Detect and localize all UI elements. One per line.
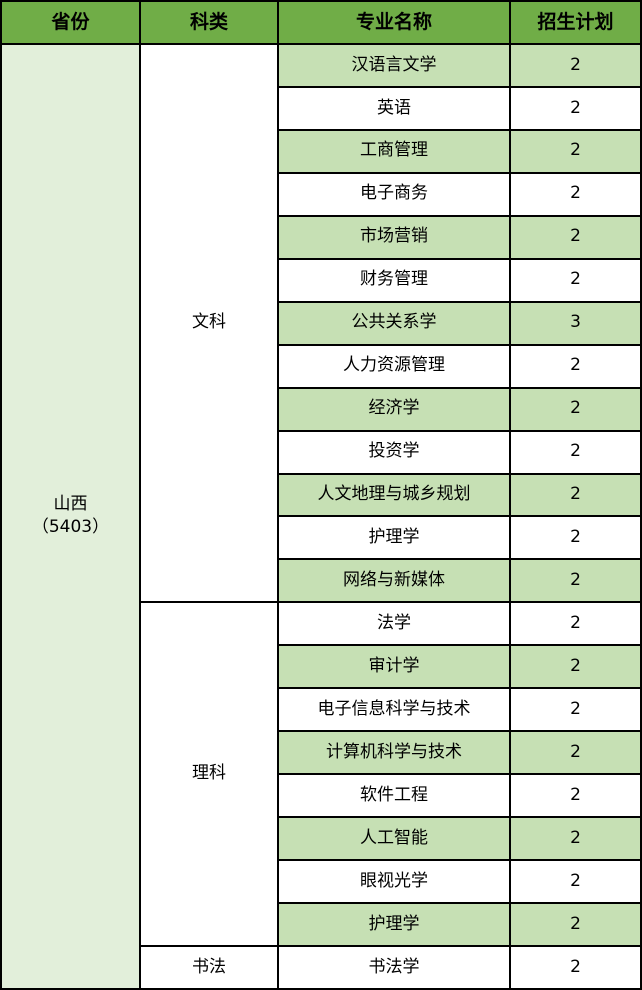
plan-cell: 2 — [511, 947, 640, 988]
category-cell: 理科 — [141, 603, 277, 946]
category-cell: 书法 — [141, 947, 277, 988]
major-cell: 软件工程 — [279, 775, 509, 817]
plan-cell: 2 — [511, 259, 640, 301]
major-cell: 计算机科学与技术 — [279, 732, 509, 774]
header-province: 省份 — [2, 2, 139, 43]
plan-cell: 2 — [511, 517, 640, 559]
plan-cell: 2 — [511, 173, 640, 215]
province-name: 山西 — [53, 493, 88, 514]
plan-cell: 2 — [511, 87, 640, 129]
major-cell: 公共关系学 — [279, 302, 509, 344]
plan-cell: 2 — [511, 861, 640, 903]
major-cell: 法学 — [279, 603, 509, 645]
major-cell: 电子信息科学与技术 — [279, 689, 509, 731]
major-cell: 网络与新媒体 — [279, 560, 509, 602]
plan-cell: 2 — [511, 603, 640, 645]
plan-cell: 2 — [511, 45, 640, 86]
major-cell: 英语 — [279, 87, 509, 129]
plan-cell: 2 — [511, 732, 640, 774]
plan-cell: 2 — [511, 775, 640, 817]
plan-cell: 2 — [511, 345, 640, 387]
plan-cell: 2 — [511, 689, 640, 731]
major-cell: 工商管理 — [279, 130, 509, 172]
plan-cell: 2 — [511, 130, 640, 172]
category-cell: 文科 — [141, 45, 277, 602]
plan-cell: 2 — [511, 216, 640, 258]
major-cell: 眼视光学 — [279, 861, 509, 903]
major-cell: 护理学 — [279, 517, 509, 559]
major-cell: 人力资源管理 — [279, 345, 509, 387]
plan-cell: 2 — [511, 474, 640, 516]
plan-cell: 2 — [511, 818, 640, 860]
plan-cell: 2 — [511, 388, 640, 430]
plan-cell: 3 — [511, 302, 640, 344]
major-cell: 书法学 — [279, 947, 509, 988]
major-cell: 人工智能 — [279, 818, 509, 860]
plan-cell: 2 — [511, 646, 640, 688]
major-cell: 人文地理与城乡规划 — [279, 474, 509, 516]
header-plan: 招生计划 — [511, 2, 640, 43]
major-cell: 投资学 — [279, 431, 509, 473]
major-cell: 汉语言文学 — [279, 45, 509, 86]
major-cell: 财务管理 — [279, 259, 509, 301]
header-category: 科类 — [141, 2, 277, 43]
major-cell: 护理学 — [279, 904, 509, 946]
major-cell: 市场营销 — [279, 216, 509, 258]
plan-cell: 2 — [511, 431, 640, 473]
major-cell: 电子商务 — [279, 173, 509, 215]
province-cell: 山西 （5403） — [2, 45, 139, 988]
province-code: （5403） — [31, 517, 110, 538]
major-cell: 经济学 — [279, 388, 509, 430]
header-major: 专业名称 — [279, 2, 509, 43]
major-cell: 审计学 — [279, 646, 509, 688]
plan-cell: 2 — [511, 560, 640, 602]
plan-cell: 2 — [511, 904, 640, 946]
